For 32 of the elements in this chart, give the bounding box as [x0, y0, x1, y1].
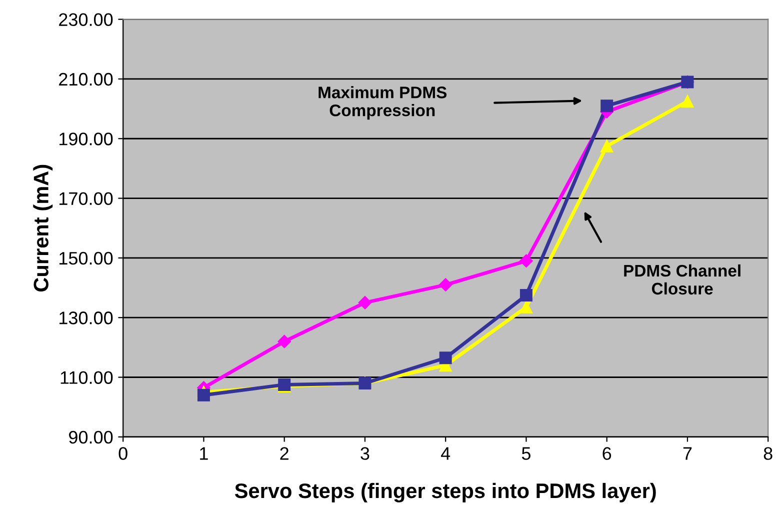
y-tick-label: 210.00	[59, 72, 113, 86]
x-tick-label: 5	[522, 447, 530, 460]
point	[681, 95, 694, 108]
point	[439, 278, 452, 292]
point	[520, 300, 532, 314]
x-tick-label: 1	[200, 447, 208, 460]
y-tick-label: 170.00	[60, 192, 113, 206]
y-tick-label: 130.00	[60, 312, 113, 324]
y-tick-label: 110.00	[60, 371, 113, 384]
x-tick-label: 0	[118, 447, 128, 460]
y-axis-title: Current (mA)	[33, 164, 53, 292]
point	[197, 388, 210, 402]
x-tick-label: 4	[440, 447, 450, 460]
x-tick-label: 3	[360, 447, 370, 460]
x-tick-label: 7	[683, 447, 692, 460]
y-tick-label: 230.00	[59, 13, 113, 26]
point	[278, 334, 291, 348]
annotation: Maximum PDMS Compression	[318, 86, 447, 120]
x-tick-label: 6	[602, 447, 612, 460]
y-tick-label: 150.00	[60, 252, 113, 265]
point	[520, 254, 533, 268]
point	[439, 352, 452, 364]
x-tick-label: 2	[280, 447, 288, 460]
annotation: PDMS Channel Closure	[624, 264, 740, 295]
point	[600, 140, 614, 152]
x-axis-title: Servo Steps (finger steps into PDMS layer)	[234, 482, 656, 502]
point	[600, 100, 614, 112]
point	[520, 288, 532, 302]
point	[358, 296, 372, 310]
x-tick-label: 8	[764, 447, 772, 460]
y-tick-label: 190.00	[60, 132, 113, 146]
y-tick-label: 90.00	[69, 430, 113, 444]
